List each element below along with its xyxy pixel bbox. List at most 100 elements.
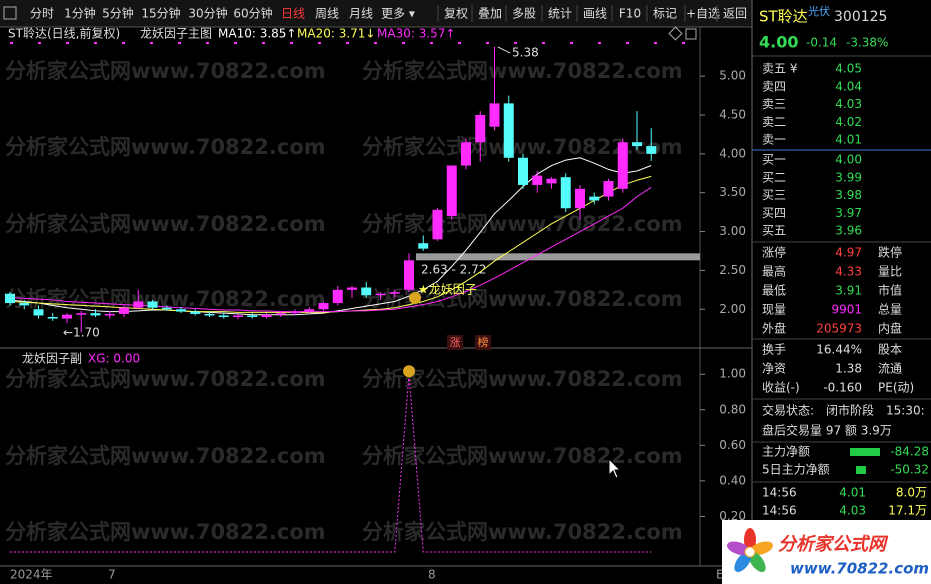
stat-label: 现量 bbox=[762, 303, 786, 317]
mouse-cursor bbox=[608, 457, 622, 479]
x-axis-label: E bbox=[716, 568, 724, 582]
stat-label: 净资 bbox=[762, 362, 786, 376]
order-price: 4.05 bbox=[835, 62, 862, 76]
candle-body bbox=[318, 303, 329, 310]
order-label: 卖一 bbox=[762, 133, 786, 147]
candle-body bbox=[119, 307, 129, 314]
order-price: 4.03 bbox=[835, 97, 862, 111]
toolbar-button[interactable]: 统计 bbox=[548, 7, 572, 21]
y-tick-label: 0.20 bbox=[719, 509, 746, 523]
stock-name: ST聆达(日线,前复权) bbox=[8, 26, 120, 41]
toolbar-button[interactable]: 复权 bbox=[444, 7, 468, 21]
order-label: 买二 bbox=[762, 170, 786, 184]
stat-value: 4.97 bbox=[835, 246, 862, 260]
quote-name: ST聆达 bbox=[759, 8, 808, 26]
sub-indicator-name[interactable]: 龙妖因子副 bbox=[22, 352, 82, 366]
candle-body bbox=[261, 314, 272, 318]
candle-body bbox=[389, 292, 400, 294]
trade-time: 14:56 bbox=[762, 504, 797, 518]
stat-label: 股本 bbox=[878, 343, 902, 357]
stat-value: 1.38 bbox=[835, 362, 862, 376]
candle-body bbox=[133, 301, 144, 308]
candle-body bbox=[518, 157, 528, 185]
close-icon[interactable] bbox=[685, 28, 697, 40]
quote-change: -0.14 bbox=[806, 36, 837, 50]
period-tab[interactable]: 周线 bbox=[315, 7, 339, 21]
watermark: 分析家公式网www.70822.com bbox=[362, 212, 683, 236]
toolbar bbox=[0, 0, 752, 27]
candle-body bbox=[218, 315, 229, 318]
y-tick-label: 0.60 bbox=[719, 438, 746, 452]
candle-body bbox=[560, 177, 571, 209]
period-tab[interactable]: 60分钟 bbox=[233, 6, 272, 21]
stat-label: 涨停 bbox=[762, 245, 786, 260]
tag-box bbox=[447, 335, 463, 350]
order-label: 卖二 bbox=[762, 115, 786, 129]
watermark: 分析家公式网www.70822.com bbox=[362, 59, 683, 83]
logo-center bbox=[744, 546, 756, 558]
period-tab[interactable]: 1分钟 bbox=[64, 6, 96, 21]
toolbar-button[interactable]: F10 bbox=[619, 7, 641, 21]
y-tick-label: 3.50 bbox=[719, 185, 746, 199]
trade-volume: 8.0万 bbox=[896, 486, 927, 500]
candle-body bbox=[176, 309, 186, 312]
candle-body bbox=[104, 313, 115, 316]
xg-label: XG: 0.00 bbox=[88, 352, 140, 366]
candle-body bbox=[589, 196, 600, 201]
y-tick-label: 0.40 bbox=[719, 473, 746, 487]
order-label: 买四 bbox=[762, 206, 786, 220]
y-tick-label: 3.00 bbox=[719, 224, 746, 238]
watermark: 分析家公式网www.70822.com bbox=[5, 520, 326, 544]
period-tab[interactable]: 分时 bbox=[30, 7, 54, 21]
after-hours: 盘后交易量 97 额 3.9万 bbox=[762, 423, 892, 438]
logo-name: 分析家公式网 bbox=[778, 534, 889, 555]
period-tab[interactable]: 月线 bbox=[349, 7, 373, 21]
settings-icon[interactable] bbox=[668, 26, 683, 41]
candle-body bbox=[404, 260, 414, 290]
candle-body bbox=[475, 115, 486, 143]
stat-label: 收益(-) bbox=[762, 381, 800, 395]
candle-body bbox=[432, 209, 443, 240]
toolbar-button[interactable]: 返回 bbox=[723, 7, 747, 21]
coin-icon bbox=[409, 292, 421, 304]
toolbar-button[interactable]: 画线 bbox=[583, 7, 607, 21]
coin-icon bbox=[403, 365, 415, 378]
logo-petal bbox=[744, 528, 756, 552]
period-tab[interactable]: 30分钟 bbox=[188, 6, 227, 21]
period-tab[interactable]: 5分钟 bbox=[102, 6, 134, 21]
stat-label: 流通 bbox=[878, 362, 902, 376]
stat-label: PE(动) bbox=[878, 381, 914, 395]
candle-body bbox=[503, 103, 514, 158]
candle-body bbox=[446, 165, 457, 217]
period-tab[interactable]: 15分钟 bbox=[141, 6, 180, 21]
tag-label: 榜 bbox=[478, 335, 489, 349]
order-price: 4.00 bbox=[835, 153, 862, 167]
logo-petal bbox=[749, 541, 773, 556]
stat-value: 4.33 bbox=[835, 265, 862, 279]
toolbar-button[interactable]: 多股 bbox=[512, 7, 536, 21]
quote-price: 4.00 bbox=[759, 33, 798, 52]
toolbar-button[interactable]: 叠加 bbox=[478, 7, 502, 21]
tag-box bbox=[475, 335, 491, 350]
stat-label: 最低 bbox=[762, 284, 786, 298]
status-label: 交易状态: bbox=[762, 403, 814, 418]
period-tab[interactable]: 更多 ▾ bbox=[381, 7, 415, 21]
stat-label: 最高 bbox=[762, 264, 786, 279]
candle-body bbox=[190, 311, 201, 314]
candle-body bbox=[617, 142, 628, 189]
order-price: 3.99 bbox=[835, 170, 862, 184]
high-pointer bbox=[497, 46, 511, 54]
logo-url: www.70822.com bbox=[790, 560, 929, 578]
candle-body bbox=[546, 178, 557, 184]
order-price: 4.01 bbox=[835, 133, 862, 147]
ma-line bbox=[9, 186, 652, 313]
indicator-name[interactable]: 龙妖因子主图 bbox=[140, 27, 212, 41]
toolbar-button[interactable]: +自选 bbox=[686, 7, 720, 21]
toolbar-button[interactable]: 标记 bbox=[653, 7, 677, 21]
period-tab[interactable]: 日线 bbox=[281, 7, 305, 21]
candle-body bbox=[275, 313, 286, 315]
menu-icon[interactable] bbox=[3, 6, 17, 20]
watermark: 分析家公式网www.70822.com bbox=[362, 135, 683, 159]
watermark: 分析家公式网www.70822.com bbox=[5, 367, 326, 391]
signal-label: ★龙妖因子 bbox=[418, 283, 477, 297]
